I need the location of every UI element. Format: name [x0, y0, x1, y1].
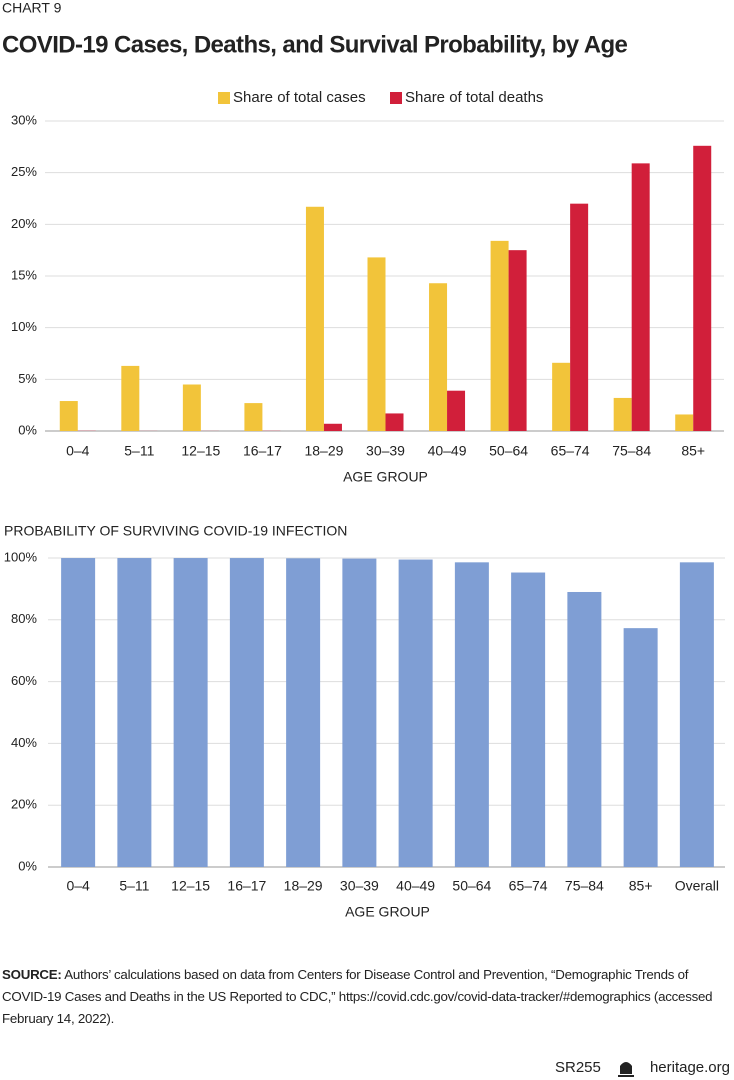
x-tick-label: 30–39: [340, 878, 379, 894]
source-label: SOURCE:: [2, 967, 62, 982]
y-tick-label: 15%: [11, 267, 37, 282]
bar: [398, 559, 433, 867]
y-tick-label: 25%: [11, 164, 37, 179]
y-tick-label: 5%: [18, 371, 37, 386]
bar: [229, 558, 264, 867]
chart-title: COVID-19 Cases, Deaths, and Survival Pro…: [2, 31, 628, 58]
x-tick-label: 85+: [629, 878, 653, 894]
x-tick-label: 0–4: [66, 878, 90, 894]
y-tick-label: 20%: [11, 797, 37, 812]
bar: [286, 558, 321, 867]
y-tick-label: 20%: [11, 216, 37, 231]
bar: [367, 257, 386, 431]
y-tick-label: 0%: [18, 422, 37, 437]
x-tick-label: 75–84: [612, 443, 651, 459]
y-tick-label: 10%: [11, 319, 37, 334]
bar: [342, 558, 377, 867]
y-tick-label: 40%: [11, 735, 37, 750]
bar: [693, 145, 712, 432]
bar: [454, 562, 489, 867]
x-tick-label: 18–29: [284, 878, 323, 894]
x-tick-label: 75–84: [565, 878, 604, 894]
bar: [173, 558, 208, 867]
x-tick-label: 65–74: [551, 443, 590, 459]
source-text: Authors’ calculations based on data from…: [2, 967, 713, 1026]
footer: SR255 heritage.org: [555, 1059, 730, 1077]
x-axis-label: AGE GROUP: [343, 469, 428, 485]
bar: [61, 558, 96, 867]
x-tick-label: 0–4: [66, 443, 90, 459]
legend-swatch: [218, 92, 230, 104]
bar: [429, 283, 448, 431]
bar: [623, 628, 658, 867]
x-tick-label: 30–39: [366, 443, 405, 459]
bar: [121, 365, 140, 431]
bar: [385, 413, 404, 431]
y-tick-label: 30%: [11, 112, 37, 127]
x-tick-label: 5–11: [124, 443, 154, 459]
x-tick-label: 65–74: [509, 878, 548, 894]
bell-icon: [618, 1062, 634, 1077]
source: SOURCE: Authors’ calculations based on d…: [2, 964, 730, 1030]
bar: [567, 591, 602, 867]
y-tick-label: 100%: [4, 549, 38, 564]
legend-label: Share of total cases: [233, 89, 366, 106]
x-tick-label: 18–29: [304, 443, 343, 459]
x-tick-label: Overall: [675, 878, 719, 894]
bar: [552, 362, 571, 431]
bar: [570, 203, 589, 431]
legend-label: Share of total deaths: [405, 89, 543, 106]
x-tick-label: 5–11: [119, 878, 149, 894]
bar: [679, 562, 714, 867]
legend-swatch: [390, 92, 402, 104]
x-tick-label: 12–15: [181, 443, 220, 459]
x-tick-label: 40–49: [428, 443, 467, 459]
chart-label: CHART 9: [2, 0, 62, 16]
x-tick-label: 16–17: [227, 878, 266, 894]
x-tick-label: 40–49: [396, 878, 435, 894]
footer-code: SR255: [555, 1059, 601, 1076]
bar: [117, 558, 152, 867]
bar: [59, 401, 78, 431]
x-tick-label: 12–15: [171, 878, 210, 894]
bar: [305, 206, 324, 431]
bar: [323, 423, 342, 431]
bar: [508, 250, 527, 431]
bar: [511, 572, 546, 867]
bar: [244, 403, 263, 431]
subchart-title: PROBABILITY OF SURVIVING COVID-19 INFECT…: [4, 523, 347, 539]
footer-site: heritage.org: [650, 1059, 730, 1076]
bar: [675, 414, 694, 431]
y-tick-label: 80%: [11, 611, 37, 626]
x-tick-label: 16–17: [243, 443, 282, 459]
x-axis-label: AGE GROUP: [345, 904, 430, 920]
y-tick-label: 0%: [18, 858, 37, 873]
bar: [182, 384, 201, 431]
bar: [447, 390, 466, 431]
x-tick-label: 50–64: [452, 878, 491, 894]
y-tick-label: 60%: [11, 673, 37, 688]
x-tick-label: 85+: [681, 443, 705, 459]
bar: [631, 163, 650, 431]
x-tick-label: 50–64: [489, 443, 528, 459]
bar: [490, 240, 509, 431]
bar: [613, 397, 632, 431]
